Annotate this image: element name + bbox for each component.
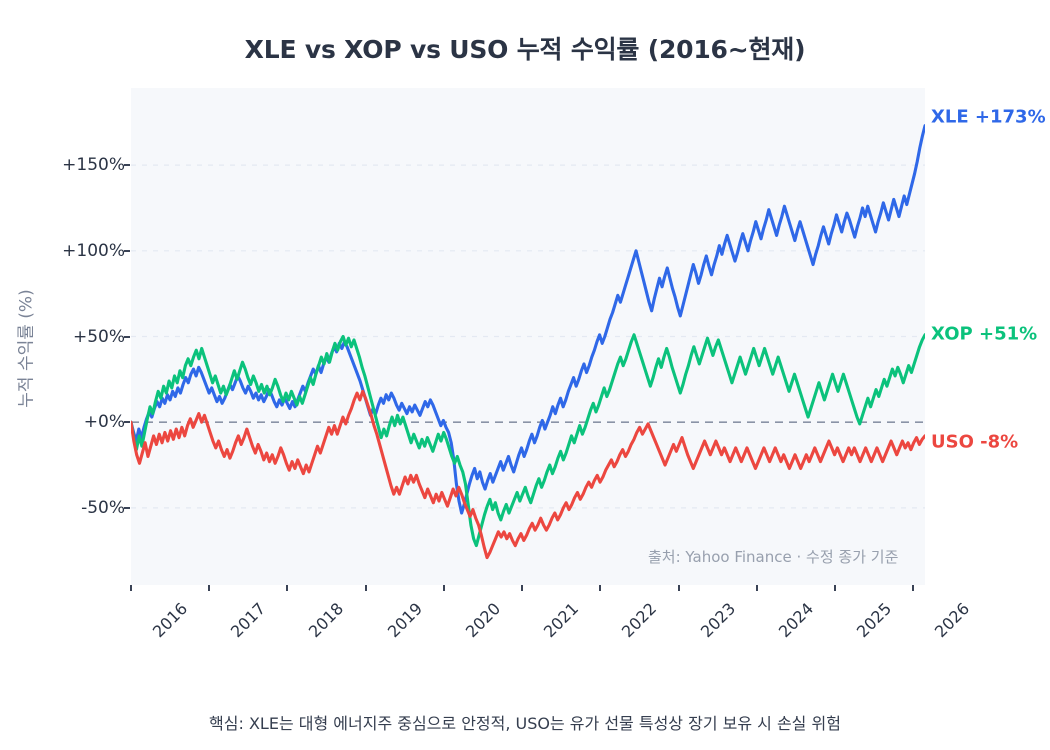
x-tick-mark — [208, 585, 211, 591]
y-tick-label: -50% — [81, 497, 125, 518]
y-tick-mark — [124, 421, 130, 424]
y-tick-mark — [124, 506, 130, 509]
x-tick-mark — [286, 585, 289, 591]
series-line-xle — [131, 124, 925, 515]
x-tick-mark — [677, 585, 680, 591]
y-tick-mark — [124, 164, 130, 167]
y-axis: +150% +100% +50% +0% -50% — [0, 0, 130, 750]
x-tick-label: 2023 — [696, 599, 739, 642]
x-tick-label: 2017 — [227, 599, 270, 642]
series-label-uso: USO -8% — [931, 431, 1019, 453]
x-tick-label: 2024 — [774, 599, 817, 642]
x-tick-label: 2018 — [305, 599, 348, 642]
x-tick-label: 2026 — [931, 599, 974, 642]
series-label-xle: XLE +173% — [931, 106, 1046, 128]
x-tick-mark — [755, 585, 758, 591]
x-tick-label: 2025 — [852, 599, 896, 642]
y-tick-label: +100% — [62, 240, 125, 261]
y-tick-label: +50% — [72, 326, 125, 347]
y-tick-mark — [124, 249, 130, 252]
page-title: XLE vs XOP vs USO 누적 수익률 (2016~현재) — [244, 35, 806, 64]
series-label-xop: XOP +51% — [931, 323, 1038, 345]
x-tick-label: 2016 — [148, 599, 192, 642]
series-canvas — [131, 124, 925, 560]
x-tick-label: 2021 — [540, 599, 583, 642]
y-tick-label: +150% — [62, 155, 125, 176]
x-tick-mark — [442, 585, 445, 591]
y-axis-label: 누적 수익률 (%) — [16, 289, 37, 408]
x-tick-mark — [521, 585, 524, 591]
x-tick-mark — [130, 585, 132, 591]
x-tick-mark — [912, 585, 915, 591]
x-tick-label: 2019 — [383, 599, 426, 642]
series-line-uso — [131, 389, 925, 560]
series-line-xop — [131, 333, 925, 548]
x-tick-label: 2022 — [618, 599, 661, 642]
x-tick-mark — [364, 585, 367, 591]
x-tick-mark — [834, 585, 837, 591]
y-tick-mark — [124, 335, 130, 338]
source-note: 출처: Yahoo Finance · 수정 종가 기준 — [648, 548, 899, 566]
y-tick-label: +0% — [83, 412, 125, 433]
x-tick-mark — [599, 585, 602, 591]
plot-area — [131, 88, 925, 585]
x-tick-label: 2020 — [461, 599, 505, 642]
footer-note: 핵심: XLE는 대형 에너지주 중심으로 안정적, USO는 유가 선물 특성… — [209, 714, 841, 733]
